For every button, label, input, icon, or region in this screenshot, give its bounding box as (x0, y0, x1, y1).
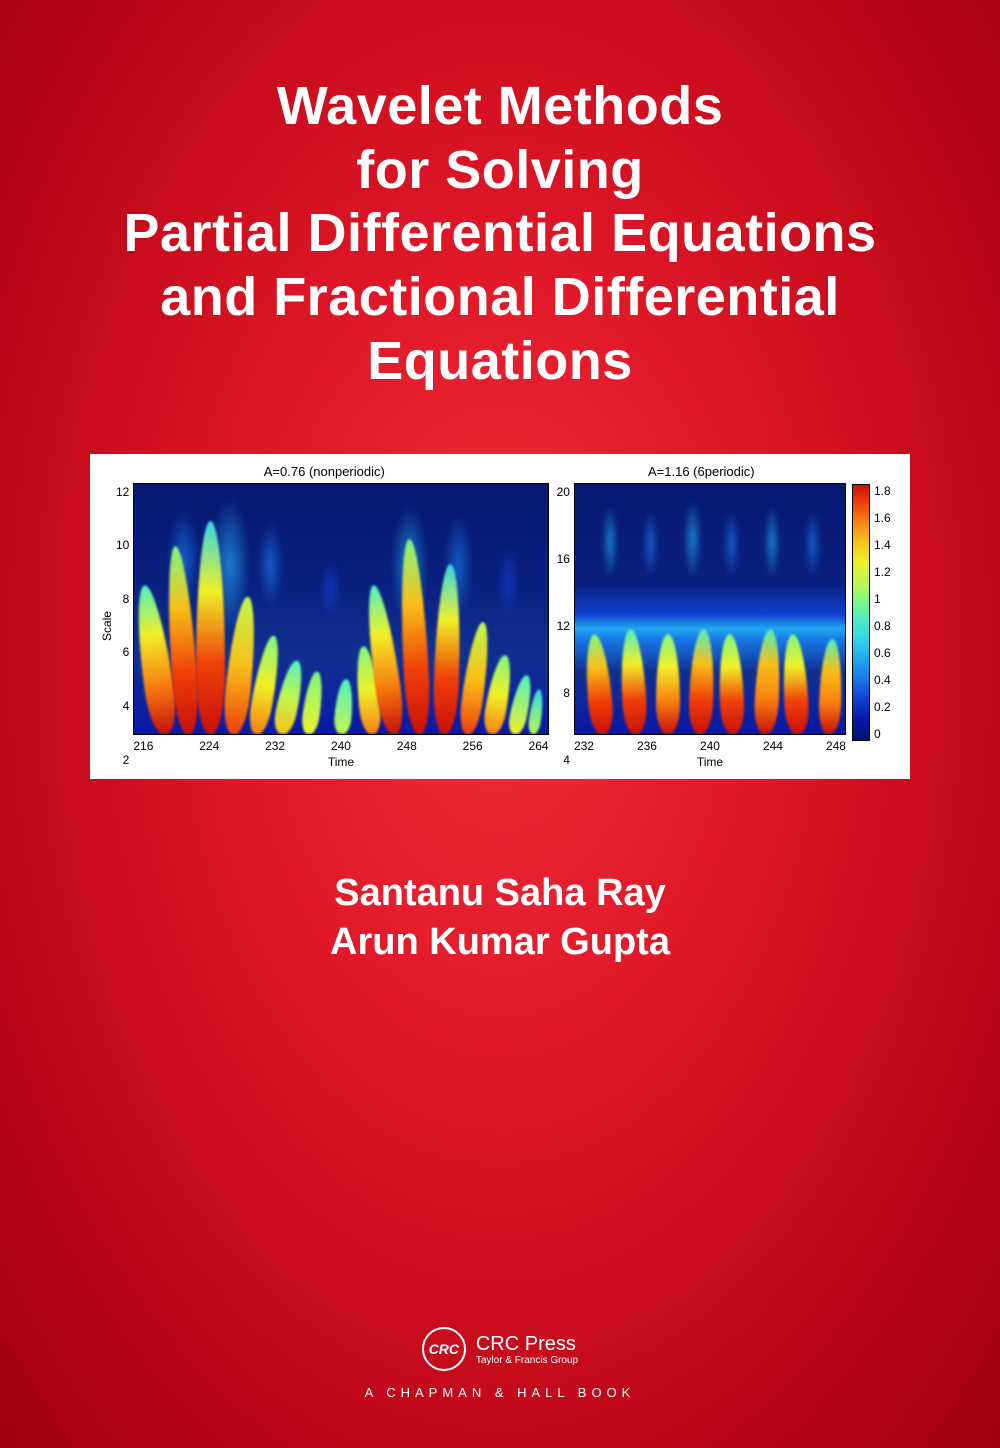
tick-label: 232 (574, 739, 594, 753)
tick-label: 12 (557, 619, 570, 633)
tick-label: 0.6 (874, 646, 891, 660)
right-plot-title: A=1.16 (6periodic) (557, 464, 846, 479)
tick-label: 8 (123, 592, 130, 606)
tick-label: 216 (133, 739, 153, 753)
title-line-3: Partial Differential Equations (0, 202, 1000, 266)
tick-label: 8 (563, 686, 570, 700)
tick-label: 1.6 (874, 511, 891, 525)
tick-label: 4 (563, 753, 570, 767)
tick-label: 1.8 (874, 484, 891, 498)
tick-label: 0 (874, 727, 891, 741)
tick-label: 6 (123, 645, 130, 659)
left-xaxis: 216 224 232 240 248 256 264 (133, 735, 548, 753)
title-line-4: and Fractional Differential (0, 266, 1000, 330)
right-plot: A=1.16 (6periodic) 20 16 12 8 4 232 236 240 244… (557, 464, 846, 769)
author-2: Arun Kumar Gupta (0, 918, 1000, 967)
right-yaxis: 20 16 12 8 4 (557, 483, 574, 769)
tick-label: 2 (123, 753, 130, 767)
tick-label: 12 (116, 485, 129, 499)
right-xlabel: Time (574, 755, 846, 769)
tick-label: 248 (397, 739, 417, 753)
colorbar-ticks: 1.8 1.6 1.4 1.2 1 0.8 0.6 0.4 0.2 0 (874, 484, 891, 741)
right-heatmap (574, 483, 846, 735)
tick-label: 1.2 (874, 565, 891, 579)
left-xlabel: Time (133, 755, 548, 769)
crc-badge-icon: CRC (422, 1327, 466, 1371)
left-ylabel: Scale (100, 611, 114, 641)
title-line-2: for Solving (0, 139, 1000, 203)
colorbar: 1.8 1.6 1.4 1.2 1 0.8 0.6 0.4 0.2 0 (852, 464, 900, 769)
tick-label: 10 (116, 538, 129, 552)
left-plot: A=0.76 (nonperiodic) Scale 12108642 2162… (100, 464, 549, 769)
tick-label: 248 (826, 739, 846, 753)
tick-label: 16 (557, 552, 570, 566)
chart-panel: A=0.76 (nonperiodic) Scale 12108642 2162… (90, 454, 910, 779)
book-title: Wavelet Methods for Solving Partial Diff… (0, 0, 1000, 394)
tick-label: 0.4 (874, 673, 891, 687)
colorbar-gradient (852, 484, 870, 741)
tick-label: 4 (123, 699, 130, 713)
left-heatmap (133, 483, 548, 735)
tick-label: 244 (763, 739, 783, 753)
tick-label: 224 (199, 739, 219, 753)
tick-label: 232 (265, 739, 285, 753)
tick-label: 256 (463, 739, 483, 753)
crc-tagline: Taylor & Francis Group (476, 1355, 578, 1366)
title-line-5: Equations (0, 330, 1000, 394)
authors: Santanu Saha Ray Arun Kumar Gupta (0, 869, 1000, 968)
tick-label: 240 (700, 739, 720, 753)
tick-label: 236 (637, 739, 657, 753)
tick-label: 0.2 (874, 700, 891, 714)
crc-press-label: CRC Press (476, 1333, 578, 1355)
left-yaxis: 12 10 8 6 4 2 (116, 483, 133, 769)
tick-label: 20 (557, 485, 570, 499)
title-line-1: Wavelet Methods (0, 75, 1000, 139)
crc-badge-text: CRC (429, 1341, 459, 1357)
right-xaxis: 232 236 240 244 248 (574, 735, 846, 753)
imprint-label: A CHAPMAN & HALL BOOK (0, 1385, 1000, 1400)
publisher-block: CRC CRC Press Taylor & Francis Group A C… (0, 1327, 1000, 1400)
author-1: Santanu Saha Ray (0, 869, 1000, 918)
tick-label: 1 (874, 592, 891, 606)
tick-label: 240 (331, 739, 351, 753)
left-plot-title: A=0.76 (nonperiodic) (100, 464, 549, 479)
tick-label: 0.8 (874, 619, 891, 633)
tick-label: 264 (529, 739, 549, 753)
tick-label: 1.4 (874, 538, 891, 552)
